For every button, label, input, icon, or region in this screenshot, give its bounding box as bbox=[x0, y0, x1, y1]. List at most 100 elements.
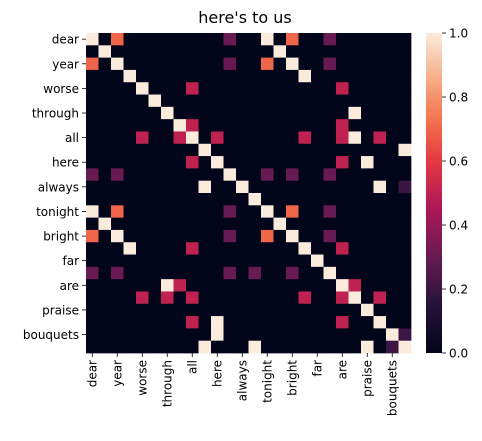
heatmap-cell bbox=[98, 242, 112, 255]
x-tick-label: through bbox=[160, 360, 174, 407]
y-tick-label: all bbox=[65, 131, 79, 145]
heatmap-cell bbox=[223, 205, 237, 218]
heatmap-cell bbox=[161, 57, 174, 71]
heatmap-cell bbox=[298, 279, 312, 292]
heatmap-cell bbox=[398, 303, 412, 317]
heatmap-cell bbox=[361, 193, 374, 206]
heatmap-cell bbox=[111, 316, 124, 329]
heatmap-cell bbox=[323, 229, 337, 243]
heatmap-cell bbox=[248, 45, 262, 58]
heatmap-cell bbox=[98, 328, 112, 342]
heatmap-cell bbox=[348, 303, 362, 317]
heatmap-cell bbox=[161, 193, 174, 206]
heatmap-cell bbox=[223, 254, 237, 268]
heatmap-cell bbox=[198, 291, 212, 305]
heatmap-cell bbox=[86, 143, 99, 157]
heatmap-cell bbox=[173, 242, 187, 255]
heatmap-cell bbox=[186, 106, 199, 120]
heatmap-cell bbox=[236, 57, 249, 71]
heatmap-cell bbox=[323, 303, 337, 317]
heatmap-cell bbox=[198, 217, 212, 231]
heatmap-cell bbox=[173, 303, 187, 317]
heatmap-cell bbox=[161, 328, 174, 342]
heatmap-cell bbox=[348, 168, 362, 182]
heatmap-cell bbox=[398, 328, 412, 342]
heatmap-cell bbox=[111, 119, 124, 132]
heatmap-cell bbox=[98, 69, 112, 83]
heatmap-cell bbox=[261, 316, 274, 329]
heatmap-cell bbox=[161, 291, 174, 305]
heatmap-cell bbox=[298, 82, 312, 95]
heatmap-cell bbox=[286, 143, 299, 157]
heatmap-cell bbox=[186, 82, 199, 95]
heatmap-cell bbox=[111, 131, 124, 145]
heatmap-cell bbox=[311, 291, 324, 305]
heatmap-cell bbox=[211, 82, 224, 95]
heatmap-cell bbox=[123, 316, 137, 329]
heatmap-cell bbox=[111, 266, 124, 280]
heatmap-cell bbox=[336, 180, 349, 194]
heatmap-cell bbox=[161, 69, 174, 83]
heatmap-cell bbox=[373, 328, 387, 342]
heatmap-cell bbox=[86, 303, 99, 317]
heatmap-cell bbox=[248, 316, 262, 329]
heatmap-cell bbox=[348, 328, 362, 342]
heatmap-cell bbox=[336, 340, 349, 354]
heatmap-cell bbox=[298, 156, 312, 169]
heatmap-cell bbox=[398, 106, 412, 120]
heatmap-cell bbox=[173, 57, 187, 71]
heatmap-cell bbox=[261, 340, 274, 354]
heatmap-cell bbox=[398, 82, 412, 95]
heatmap-cell bbox=[86, 328, 99, 342]
heatmap-cell bbox=[273, 143, 287, 157]
heatmap-cell bbox=[161, 205, 174, 218]
heatmap-cell bbox=[273, 242, 287, 255]
y-tick-label: tonight bbox=[36, 205, 79, 219]
heatmap-cell bbox=[86, 180, 99, 194]
heatmap-cell bbox=[86, 340, 99, 354]
heatmap-cell bbox=[236, 242, 249, 255]
heatmap-cell bbox=[273, 82, 287, 95]
heatmap-cell bbox=[148, 291, 162, 305]
heatmap-cell bbox=[298, 143, 312, 157]
heatmap-cell bbox=[386, 328, 399, 342]
heatmap-cell bbox=[123, 217, 137, 231]
heatmap-cell bbox=[336, 168, 349, 182]
heatmap-cell bbox=[223, 143, 237, 157]
heatmap-cell bbox=[311, 69, 324, 83]
colorbar-tick-label: 1.0 bbox=[449, 27, 468, 41]
heatmap-cell bbox=[186, 119, 199, 132]
heatmap-cell bbox=[386, 45, 399, 58]
heatmap-cell bbox=[323, 33, 337, 46]
heatmap-cell bbox=[311, 205, 324, 218]
heatmap-cell bbox=[198, 279, 212, 292]
heatmap-cell bbox=[136, 266, 149, 280]
heatmap-cell bbox=[336, 193, 349, 206]
heatmap-cell bbox=[373, 69, 387, 83]
heatmap-cell bbox=[373, 340, 387, 354]
heatmap-cell bbox=[348, 279, 362, 292]
heatmap-cell bbox=[323, 45, 337, 58]
heatmap-cell bbox=[98, 254, 112, 268]
heatmap-cell bbox=[173, 119, 187, 132]
heatmap-cell bbox=[386, 156, 399, 169]
heatmap-cell bbox=[161, 94, 174, 108]
heatmap-cell bbox=[223, 291, 237, 305]
heatmap-cell bbox=[273, 291, 287, 305]
heatmap-cell bbox=[236, 82, 249, 95]
heatmap-cell bbox=[123, 156, 137, 169]
heatmap-cell bbox=[373, 205, 387, 218]
heatmap-cell bbox=[123, 143, 137, 157]
heatmap-cell bbox=[398, 229, 412, 243]
heatmap-cell bbox=[123, 131, 137, 145]
heatmap-cell bbox=[223, 45, 237, 58]
heatmap-cell bbox=[198, 69, 212, 83]
heatmap-cell bbox=[148, 193, 162, 206]
heatmap-cell bbox=[398, 45, 412, 58]
heatmap-cell bbox=[161, 217, 174, 231]
heatmap-cell bbox=[323, 279, 337, 292]
heatmap-cell bbox=[136, 69, 149, 83]
heatmap-cell bbox=[286, 303, 299, 317]
heatmap-cell bbox=[336, 57, 349, 71]
heatmap-cell bbox=[286, 156, 299, 169]
